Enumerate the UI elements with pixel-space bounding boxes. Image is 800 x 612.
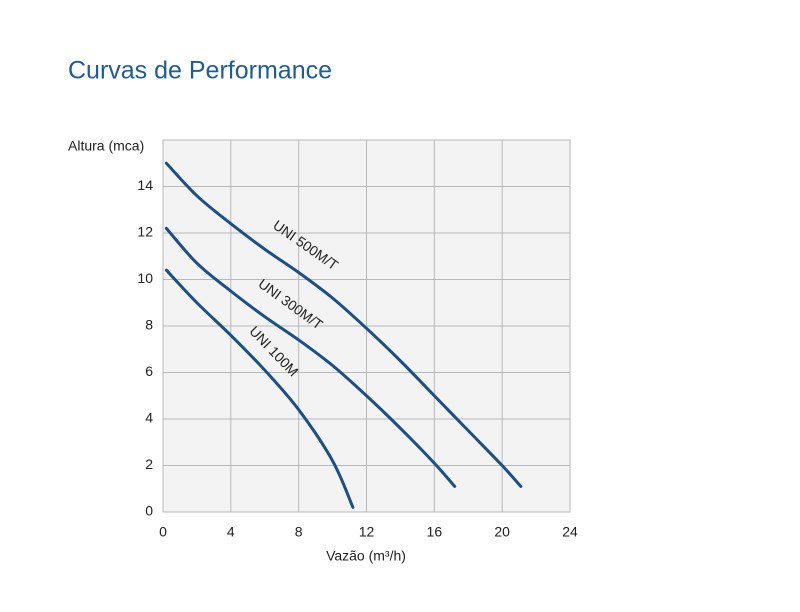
y-axis-label: Altura (mca) (68, 138, 144, 154)
y-tick-label: 6 (145, 363, 153, 379)
performance-curve (164, 268, 355, 509)
y-tick-label: 10 (137, 270, 153, 286)
x-tick-label: 0 (159, 524, 167, 540)
performance-curve (164, 161, 523, 488)
performance-curve (164, 226, 457, 488)
x-tick-label: 16 (427, 524, 443, 540)
x-tick-label: 20 (494, 524, 510, 540)
y-tick-label: 12 (137, 224, 153, 240)
y-tick-label: 2 (145, 456, 153, 472)
x-tick-label: 12 (359, 524, 375, 540)
x-tick-label: 24 (562, 524, 578, 540)
chart-title: Curvas de Performance (68, 57, 332, 85)
x-axis-label: Vazão (m³/h) (326, 548, 406, 564)
x-tick-label: 8 (295, 524, 303, 540)
y-tick-label: 0 (145, 503, 153, 519)
y-tick-label: 8 (145, 317, 153, 333)
y-tick-label: 14 (137, 177, 153, 193)
y-tick-label: 4 (145, 410, 153, 426)
x-tick-label: 4 (227, 524, 235, 540)
